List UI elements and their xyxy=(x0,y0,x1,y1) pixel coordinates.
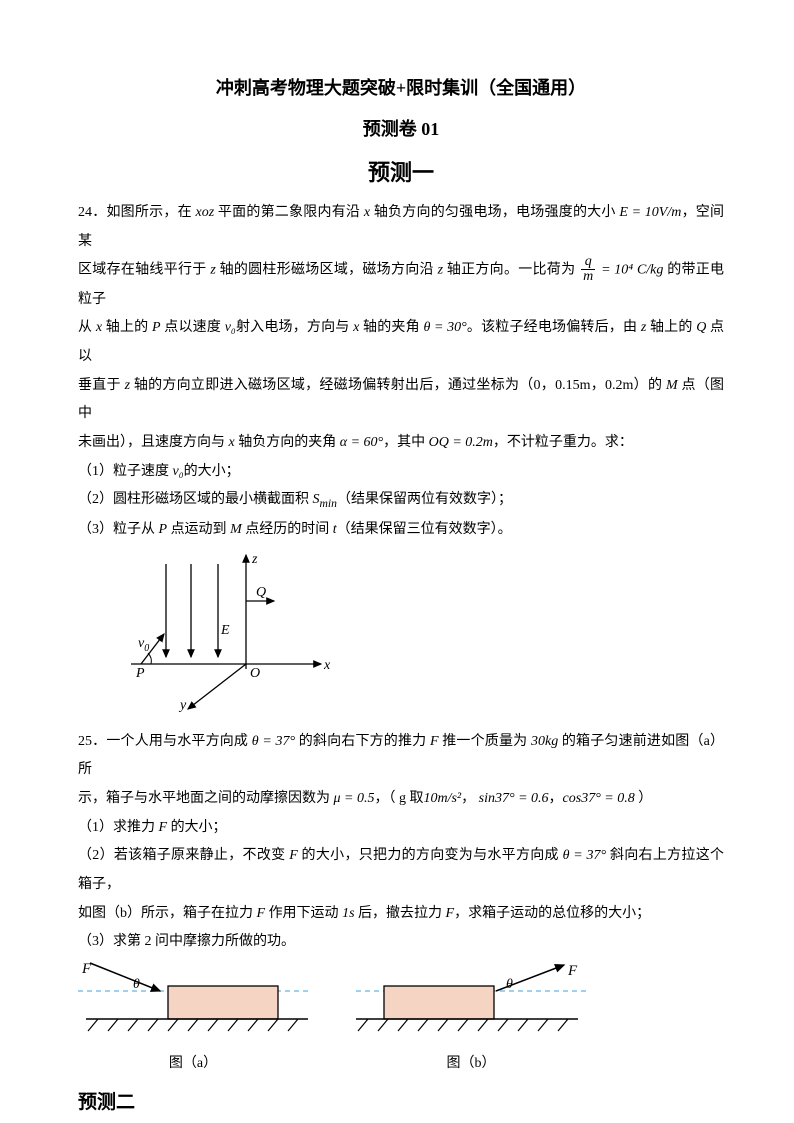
q25-diagrams: F θ 图（a） F θ 图（b） xyxy=(78,961,724,1078)
q24-line1: 24．如图所示，在 xoz 平面的第二象限内有沿 x 轴负方向的匀强电场，电场强… xyxy=(78,199,724,256)
svg-text:θ: θ xyxy=(506,977,513,992)
svg-text:E: E xyxy=(220,623,230,638)
title-sub: 预测卷 01 xyxy=(78,111,724,148)
q24-s3: （3）粒子从 P 点运动到 M 点经历的时间 t（结果保留三位有效数字）。 xyxy=(78,516,724,545)
q24-line3: 从 x 轴上的 P 点以速度 v₀射入电场，方向与 x 轴的夹角 θ = 30°… xyxy=(78,314,724,371)
figure-b: F θ 图（b） xyxy=(356,961,586,1078)
q24-line4: 垂直于 z 轴的方向立即进入磁场区域，经磁场偏转射出后，通过坐标为（0，0.15… xyxy=(78,372,724,429)
svg-text:Q: Q xyxy=(256,585,266,600)
figure-a-label: 图（a） xyxy=(78,1050,308,1079)
q25-line1: 25．一个人用与水平方向成 θ = 37° 的斜向右下方的推力 F 推一个质量为… xyxy=(78,728,724,785)
q25-line2: 示，箱子与水平地面之间的动摩擦因数为 μ = 0.5，（ g 取10m/s²， … xyxy=(78,785,724,814)
q25-s4: （3）求第 2 问中摩擦力所做的功。 xyxy=(78,928,724,957)
svg-text:x: x xyxy=(323,658,331,673)
svg-text:P: P xyxy=(135,666,145,681)
q25-s1: （1）求推力 F 的大小； xyxy=(78,814,724,843)
q25-s3: 如图（b）所示，箱子在拉力 F 作用下运动 1s 后，撤去拉力 F，求箱子运动的… xyxy=(78,900,724,929)
svg-text:O: O xyxy=(250,666,260,681)
svg-text:y: y xyxy=(178,698,187,713)
svg-text:F: F xyxy=(81,961,92,977)
figure-b-label: 图（b） xyxy=(356,1050,586,1079)
q24-line5: 未画出），且速度方向与 x 轴负方向的夹角 α = 60°，其中 OQ = 0.… xyxy=(78,429,724,458)
svg-text:F: F xyxy=(567,963,578,979)
svg-text:z: z xyxy=(251,552,258,567)
q24-s1: （1）粒子速度 v₀的大小； xyxy=(78,458,724,487)
svg-text:v0: v0 xyxy=(138,636,149,654)
q25-s2: （2）若该箱子原来静止，不改变 F 的大小，只把力的方向变为与水平方向成 θ =… xyxy=(78,842,724,899)
title-predict: 预测一 xyxy=(78,150,724,195)
predict2-heading: 预测二 xyxy=(78,1084,724,1123)
figure-a: F θ 图（a） xyxy=(78,961,308,1078)
q24-diagram: z x y O P Q E v0 xyxy=(106,549,724,726)
q24-line2: 区域存在轴线平行于 z 轴的圆柱形磁场区域，磁场方向沿 z 轴正方向。一比荷为 … xyxy=(78,256,724,314)
q24-s2: （2）圆柱形磁场区域的最小横截面积 Smin（结果保留两位有效数字）； xyxy=(78,486,724,516)
svg-text:θ: θ xyxy=(133,977,140,992)
title-main: 冲刺高考物理大题突破+限时集训（全国通用） xyxy=(78,70,724,107)
